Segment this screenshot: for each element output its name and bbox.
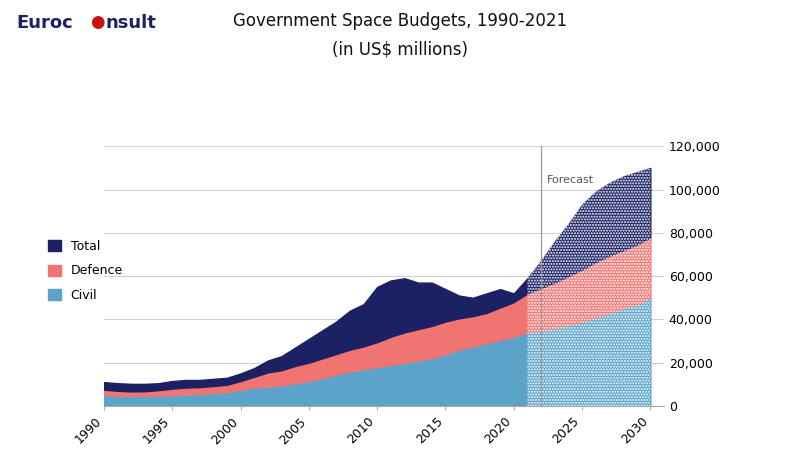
Legend: Total, Defence, Civil: Total, Defence, Civil (43, 235, 128, 307)
Text: Euroc: Euroc (16, 14, 73, 32)
Text: (in US$ millions): (in US$ millions) (332, 40, 468, 58)
Text: Forecast: Forecast (546, 175, 594, 185)
Text: nsult: nsult (106, 14, 157, 32)
Text: ●: ● (90, 13, 104, 31)
Text: Government Space Budgets, 1990-2021: Government Space Budgets, 1990-2021 (233, 12, 567, 30)
